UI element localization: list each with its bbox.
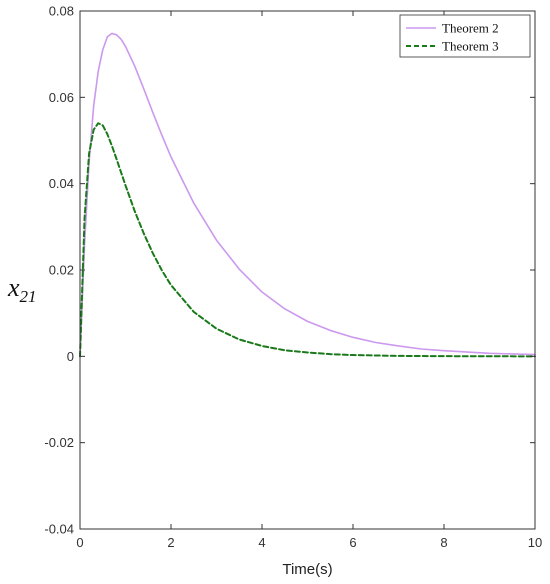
y-axis-label: x21 [7,273,37,306]
series-line-1 [79,32,536,358]
y-tick-label: 0.04 [49,176,74,191]
y-tick-label: -0.02 [44,435,74,450]
legend: Theorem 2 Theorem 3 [399,14,531,58]
y-tick-label: 0.08 [49,4,74,19]
legend-box [399,14,531,58]
x-axis-label: Time(s) [282,561,332,578]
y-axis-label-main: x [7,273,20,302]
y-tick-label: 0.06 [49,90,74,105]
x-tick-label: 10 [528,535,542,550]
y-tick-label: -0.04 [44,522,74,537]
series-layer [79,32,536,358]
y-axis-label-subscript: 21 [20,287,37,306]
x-tick-label: 6 [349,535,356,550]
ticks-layer: 0 2 4 6 8 10 -0.04 -0.02 0 0.02 0.04 0.06 0.08 [44,4,542,551]
x-tick-label: 0 [76,535,83,550]
series-line-2 [79,122,536,358]
y-tick-label: 0 [67,349,74,364]
plot-area [80,11,535,529]
legend-label-2: Theorem 3 [442,39,499,54]
x-tick-label: 8 [440,535,447,550]
legend-label-1: Theorem 2 [442,21,499,36]
x-tick-label: 2 [167,535,174,550]
x-tick-label: 4 [258,535,265,550]
y-tick-label: 0.02 [49,263,74,278]
